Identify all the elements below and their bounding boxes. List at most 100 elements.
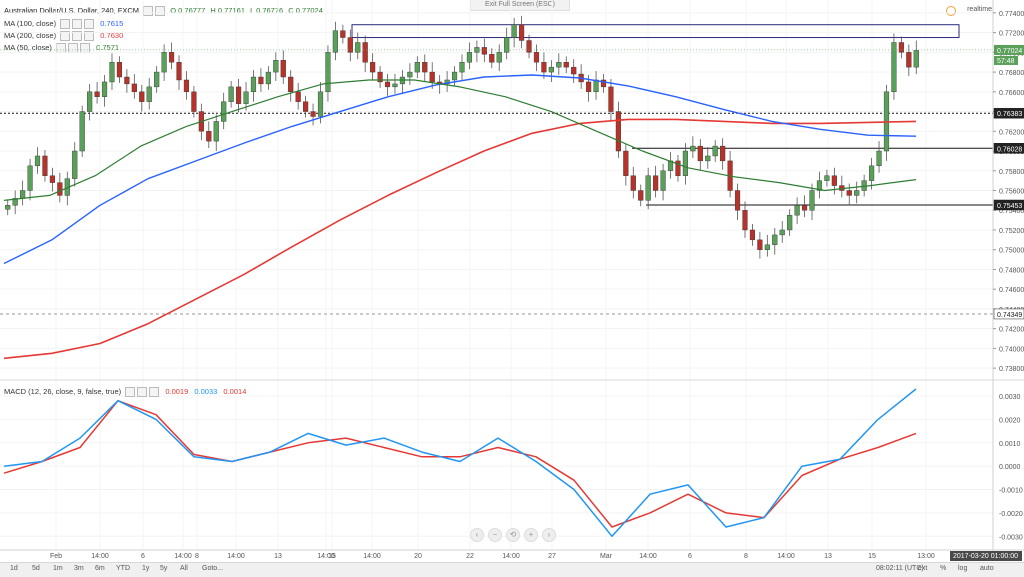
time-tick-label: 13:00 (917, 553, 935, 560)
range-3m[interactable]: 3m (74, 565, 84, 572)
macd-line-value: 0.0033 (194, 387, 218, 396)
zoom-out-button[interactable]: − (488, 528, 502, 542)
time-tick-label: 14:00 (227, 553, 245, 560)
candle-body (600, 79, 607, 88)
time-tick-label: 27 (548, 553, 556, 560)
realtime-label[interactable]: realtime (967, 6, 992, 13)
candle-body (809, 190, 815, 211)
range-5d[interactable]: 5d (32, 565, 40, 572)
candle-body (146, 86, 152, 102)
macd-tick-label: -0.0030 (999, 534, 1023, 541)
candle-body (5, 205, 11, 210)
ma200-close-icon[interactable] (84, 31, 95, 42)
range-all[interactable]: All (180, 565, 188, 572)
candle-body (794, 205, 800, 216)
ma200-eye-icon[interactable] (60, 31, 71, 42)
ma100-gear-icon[interactable] (72, 19, 83, 30)
ma50-label: MA (50, close) (4, 43, 52, 52)
candle-body (429, 71, 435, 83)
time-tick-label: 22 (466, 553, 474, 560)
scroll-left-button[interactable]: ‹ (470, 528, 484, 542)
ma200-legend[interactable]: MA (200, close) 0.7630 (4, 30, 123, 42)
range-6m[interactable]: 6m (95, 565, 105, 572)
candle-body (757, 239, 763, 250)
candle-body (116, 62, 123, 78)
candle-body (466, 52, 473, 63)
time-tick-label: 20 (414, 553, 422, 560)
symbol-settings-button[interactable] (155, 6, 166, 17)
ma100-close-icon[interactable] (84, 19, 95, 30)
zoom-in-button[interactable]: + (524, 528, 538, 542)
ma100-eye-icon[interactable] (60, 19, 71, 30)
price-tick-label: 0.75600 (999, 189, 1024, 196)
candle-body (258, 76, 264, 85)
macd-gear-icon[interactable] (137, 387, 148, 398)
time-tick-label: 14:00 (502, 553, 520, 560)
axes: 0.774000.772000.770000.768000.766000.764… (0, 0, 1024, 561)
range-1m[interactable]: 1m (53, 565, 63, 572)
ext-toggle[interactable]: ext (918, 565, 928, 572)
candle-body (451, 71, 458, 81)
ohlc-low: L 0.76776 (250, 6, 284, 15)
reset-chart-button[interactable]: ⟲ (506, 528, 520, 542)
ma200-gear-icon[interactable] (72, 31, 83, 42)
countdown-box (994, 55, 1018, 65)
candle-body (34, 155, 41, 167)
level-price-label: 0.74349 (997, 312, 1022, 319)
ohlc-high: H 0.77161 (210, 6, 245, 15)
candle-body (638, 190, 644, 201)
price-pane (0, 15, 993, 360)
ma50-value: 0.7571 (96, 43, 120, 52)
candle-body (228, 86, 234, 102)
realtime-icon (946, 6, 956, 16)
candle-body (586, 81, 592, 93)
candle-body (697, 145, 703, 162)
scroll-right-button[interactable]: › (542, 528, 556, 542)
macd-eye-icon[interactable] (125, 387, 136, 398)
symbol-visibility-toggle[interactable] (143, 6, 154, 17)
candle-body (161, 52, 167, 73)
macd-tick-label: 0.0000 (999, 464, 1021, 471)
range-1y[interactable]: 1y (142, 565, 150, 572)
candle-body (526, 40, 532, 53)
candle-body (854, 190, 860, 196)
candle-body (593, 79, 599, 93)
macd-legend[interactable]: MACD (12, 26, close, 9, false, true) 0.0… (4, 386, 246, 398)
symbol-title: Australian Dollar/U.S. Dollar, 240, FXCM (4, 6, 140, 15)
candle-body (280, 60, 286, 78)
goto-button[interactable]: Goto... (202, 565, 224, 572)
macd-close-icon[interactable] (149, 387, 160, 398)
candle-body (831, 175, 837, 186)
time-tick-label: Feb (50, 553, 62, 560)
price-tick-label: 0.76800 (999, 70, 1024, 77)
candle-body (303, 101, 309, 112)
range-5y[interactable]: 5y (160, 565, 168, 572)
level-price-box (993, 143, 1024, 154)
percent-toggle[interactable]: % (940, 565, 947, 572)
macd-line (3, 388, 917, 538)
candle-body (154, 71, 160, 88)
candle-body (563, 62, 569, 68)
range-ytd[interactable]: YTD (116, 565, 130, 572)
candle-body (675, 160, 681, 176)
utc-clock[interactable]: 08:02:11 (UTC) (876, 565, 924, 572)
macd-tick-label: 0.0020 (999, 417, 1021, 424)
auto-toggle[interactable]: auto (980, 565, 994, 572)
ma100-line (3, 74, 917, 265)
time-tick-label: 6 (141, 553, 145, 560)
candle-body (548, 66, 554, 73)
log-toggle[interactable]: log (958, 565, 968, 572)
level-price-box (993, 308, 1024, 320)
price-chart[interactable]: 0.774000.772000.770000.768000.766000.764… (0, 0, 1024, 562)
range-1d[interactable]: 1d (10, 565, 18, 572)
candle-body (518, 24, 525, 41)
macd-label: MACD (12, 26, close, 9, false, true) (4, 387, 122, 396)
candle-body (370, 62, 376, 73)
candle-body (213, 121, 219, 142)
candle-body (511, 24, 517, 38)
candle-body (57, 182, 63, 196)
candle-body (183, 79, 190, 93)
price-tick-label: 0.75800 (999, 169, 1024, 176)
ma100-legend[interactable]: MA (100, close) 0.7615 (4, 18, 123, 30)
candle-body (533, 52, 540, 63)
